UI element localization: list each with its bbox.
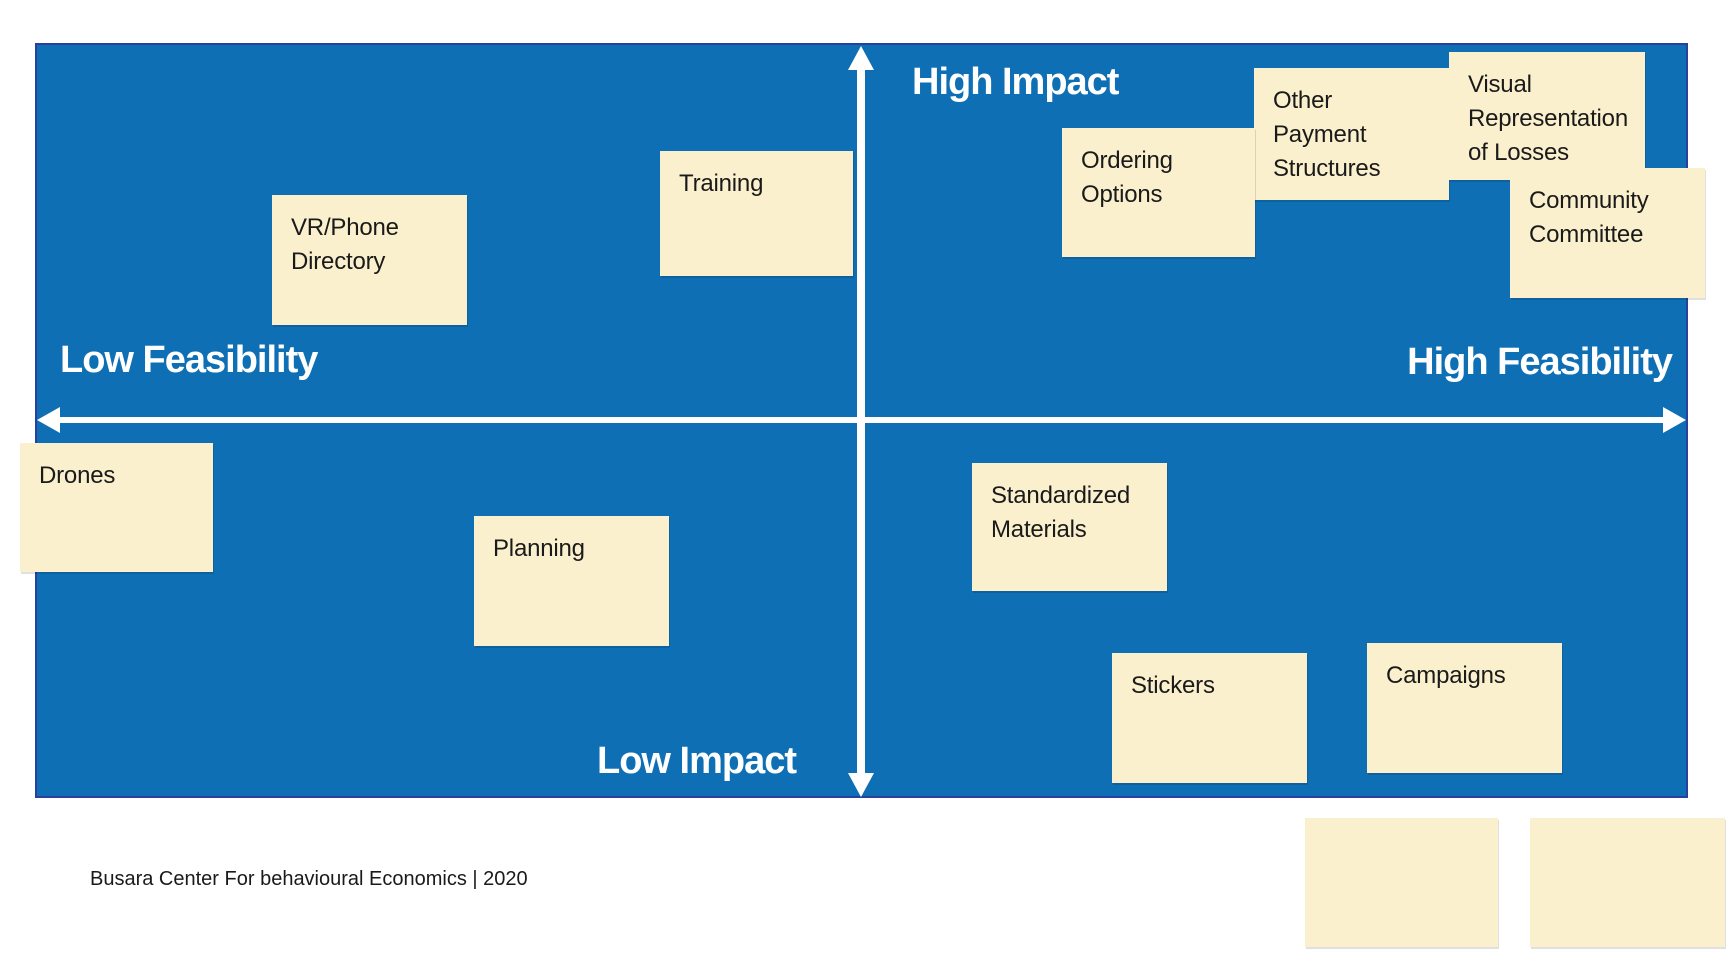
sticky-note-training: Training: [660, 151, 853, 276]
sticky-note-label: Campaigns: [1386, 662, 1506, 689]
axis-label-low-impact: Low Impact: [597, 740, 797, 782]
sticky-note-label: Standardized Materials: [991, 482, 1131, 543]
sticky-note-label: [1305, 818, 1498, 834]
footer-credit: Busara Center For behavioural Economics …: [90, 868, 528, 890]
arrowhead-up-icon: [848, 46, 874, 70]
axis-label-low-feasibility: Low Feasibility: [60, 339, 318, 381]
axis-label-high-impact: High Impact: [912, 61, 1119, 103]
sticky-note-label: Visual Representation of Losses: [1468, 71, 1628, 166]
arrowhead-right-icon: [1663, 407, 1686, 433]
sticky-note-drones: Drones: [20, 443, 213, 572]
arrowhead-down-icon: [848, 773, 874, 797]
sticky-note-label: VR/Phone Directory: [291, 214, 399, 275]
arrowhead-left-icon: [37, 407, 60, 433]
sticky-note-label: Stickers: [1131, 672, 1215, 699]
impact-axis: [857, 58, 865, 787]
sticky-note-campaigns: Campaigns: [1367, 643, 1562, 773]
sticky-note-blank-2: [1530, 818, 1725, 947]
sticky-note-stickers: Stickers: [1112, 653, 1307, 783]
sticky-note-ordering-options: Ordering Options: [1062, 128, 1255, 257]
sticky-note-planning: Planning: [474, 516, 669, 646]
sticky-note-other-payment-structures: Other Payment Structures: [1254, 68, 1449, 200]
sticky-note-label: Ordering Options: [1081, 147, 1173, 208]
sticky-note-vr-phone-directory: VR/Phone Directory: [272, 195, 467, 325]
sticky-note-label: Community Committee: [1529, 187, 1649, 248]
axis-label-high-feasibility: High Feasibility: [1407, 341, 1673, 383]
sticky-note-label: Planning: [493, 535, 585, 562]
sticky-note-community-committee: Community Committee: [1510, 168, 1705, 298]
sticky-note-standardized-materials: Standardized Materials: [972, 463, 1167, 591]
sticky-note-blank-1: [1305, 818, 1498, 947]
sticky-note-label: Training: [679, 170, 764, 197]
sticky-note-visual-representation-of-losses: Visual Representation of Losses: [1449, 52, 1645, 180]
sticky-note-label: [1530, 818, 1725, 834]
sticky-note-label: Other Payment Structures: [1273, 87, 1381, 182]
sticky-note-label: Drones: [39, 462, 116, 489]
